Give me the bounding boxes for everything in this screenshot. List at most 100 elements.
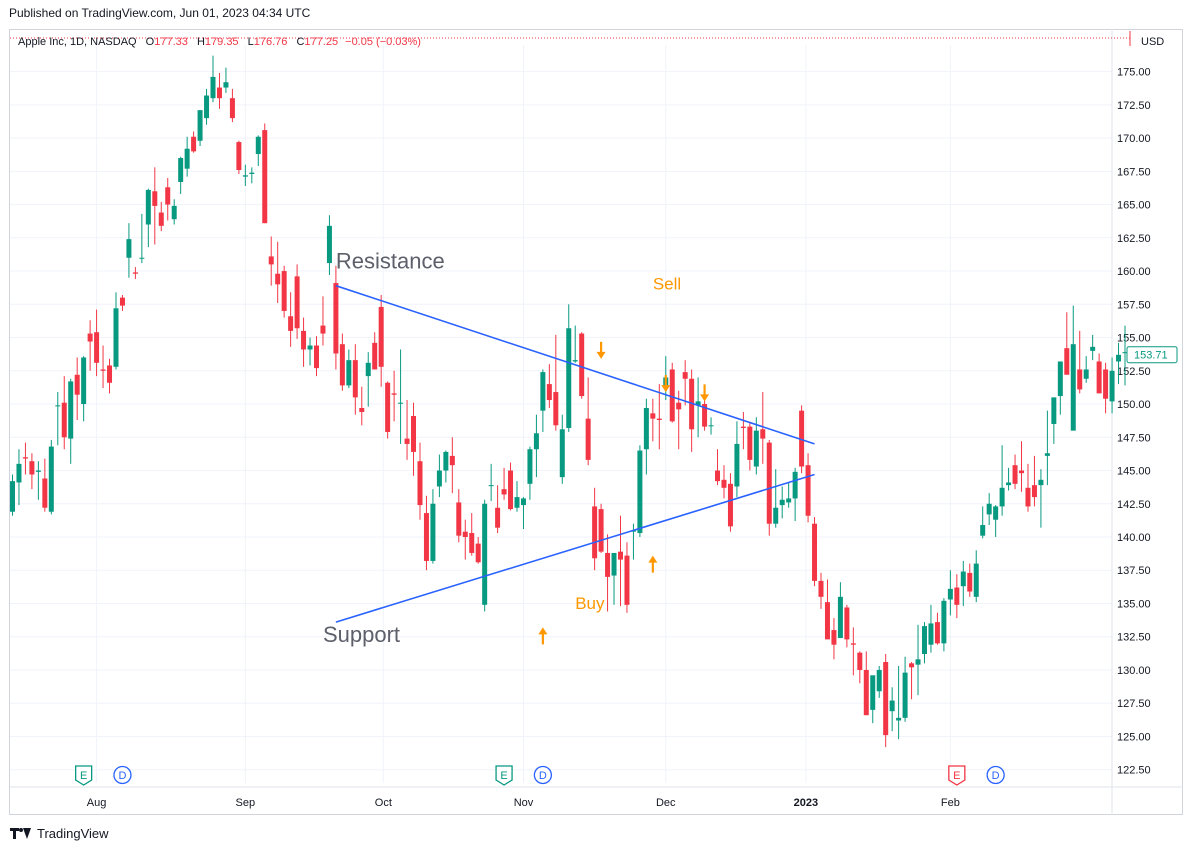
candle-body bbox=[747, 426, 753, 460]
y-tick-label: 155.00 bbox=[1117, 333, 1151, 345]
candle bbox=[55, 392, 61, 446]
y-tick-label: 172.50 bbox=[1117, 100, 1151, 112]
dividend-marker-icon[interactable]: D bbox=[986, 765, 1005, 785]
y-tick-label: 140.00 bbox=[1117, 532, 1151, 544]
candle bbox=[197, 110, 203, 147]
candle bbox=[48, 439, 54, 515]
candle bbox=[216, 72, 222, 109]
y-tick-label: 137.50 bbox=[1117, 565, 1151, 577]
candle bbox=[204, 88, 210, 125]
candle-body bbox=[941, 600, 947, 644]
candle bbox=[430, 489, 436, 564]
buy-arrow-icon bbox=[538, 627, 548, 645]
y-tick-label: 147.50 bbox=[1117, 432, 1151, 444]
candle-body bbox=[812, 523, 818, 581]
candle-body bbox=[676, 402, 682, 410]
candle bbox=[876, 665, 882, 698]
candle bbox=[980, 506, 986, 539]
candle bbox=[42, 458, 48, 512]
candle bbox=[999, 445, 1005, 516]
candle bbox=[850, 627, 856, 676]
candle-body bbox=[514, 497, 520, 508]
candle bbox=[346, 349, 352, 389]
candle-body bbox=[1109, 370, 1115, 402]
candle bbox=[482, 499, 488, 612]
candle-body bbox=[1077, 369, 1083, 390]
candle-body bbox=[928, 623, 934, 645]
candle-body bbox=[107, 365, 113, 383]
candle bbox=[947, 570, 953, 616]
candle bbox=[107, 358, 113, 394]
candle-body bbox=[799, 410, 805, 467]
marker-shape bbox=[948, 765, 966, 786]
candle bbox=[792, 467, 798, 522]
price-axis[interactable]: 175.00 172.50 170.00 167.50 165.00 162.50 160.… bbox=[1111, 29, 1151, 815]
candle-body bbox=[223, 82, 229, 88]
candle bbox=[779, 486, 785, 519]
x-tick-label: Aug bbox=[87, 797, 107, 809]
time-axis[interactable]: Aug Sep Oct Nov Dec 2023 Feb bbox=[10, 786, 1183, 809]
candle bbox=[1090, 334, 1096, 361]
marker-letter: D bbox=[539, 770, 547, 782]
candle-body bbox=[288, 316, 294, 331]
candle bbox=[100, 345, 106, 389]
candle-body bbox=[883, 661, 889, 736]
candle bbox=[579, 332, 585, 399]
dividend-marker-icon[interactable]: D bbox=[113, 765, 132, 785]
tradingview-footer[interactable]: TradingView bbox=[10, 826, 109, 841]
dividend-marker-icon[interactable]: D bbox=[533, 765, 553, 785]
candle-body bbox=[68, 381, 74, 439]
candle-body bbox=[870, 675, 876, 710]
candle-body bbox=[469, 533, 475, 553]
candle-body bbox=[553, 392, 559, 426]
candle-body bbox=[1070, 344, 1076, 431]
y-tick-label: 135.00 bbox=[1117, 598, 1151, 610]
y-tick-label: 170.00 bbox=[1117, 133, 1151, 145]
symbol-title: Apple Inc, 1D, NASDAQ bbox=[18, 36, 137, 48]
candle-body bbox=[378, 306, 384, 367]
candle-body bbox=[960, 571, 966, 587]
earnings-marker-icon[interactable]: E bbox=[495, 765, 513, 786]
candle bbox=[572, 325, 578, 363]
candle bbox=[1064, 312, 1070, 375]
candle-body bbox=[1057, 361, 1063, 397]
candle bbox=[902, 656, 908, 722]
candle-body bbox=[611, 552, 617, 576]
y-tick-label: 130.00 bbox=[1117, 665, 1151, 677]
candle-body bbox=[94, 332, 100, 363]
x-tick-label: 2023 bbox=[794, 797, 818, 809]
candle bbox=[255, 135, 261, 167]
annotation-buy: Buy bbox=[575, 594, 605, 613]
candle-body bbox=[617, 551, 623, 560]
candle-body bbox=[546, 384, 552, 401]
candle bbox=[262, 123, 268, 224]
candle bbox=[960, 560, 966, 607]
candle bbox=[715, 449, 721, 486]
candle-body bbox=[275, 273, 281, 285]
candle bbox=[753, 417, 759, 475]
y-tick-label: 162.50 bbox=[1117, 233, 1151, 245]
candle-body bbox=[197, 110, 203, 141]
candle-body bbox=[708, 425, 714, 427]
candle bbox=[831, 618, 837, 660]
candle bbox=[87, 320, 93, 371]
earnings-marker-icon[interactable]: E bbox=[74, 765, 93, 786]
candle bbox=[16, 449, 22, 506]
candle bbox=[462, 519, 468, 560]
candle bbox=[501, 467, 507, 500]
sell-arrow-icon bbox=[661, 375, 671, 393]
candle bbox=[229, 88, 235, 123]
candle bbox=[883, 654, 889, 748]
x-tick-label: Feb bbox=[941, 797, 960, 809]
earnings-marker-icon[interactable]: E bbox=[948, 765, 966, 786]
candle bbox=[365, 352, 371, 407]
candle bbox=[669, 362, 675, 423]
candle-body bbox=[87, 333, 93, 342]
candle-body bbox=[100, 369, 106, 371]
candle-body bbox=[637, 450, 643, 534]
candle bbox=[967, 563, 973, 597]
candle-body bbox=[967, 572, 973, 592]
candle bbox=[333, 265, 339, 370]
candle bbox=[786, 482, 792, 508]
